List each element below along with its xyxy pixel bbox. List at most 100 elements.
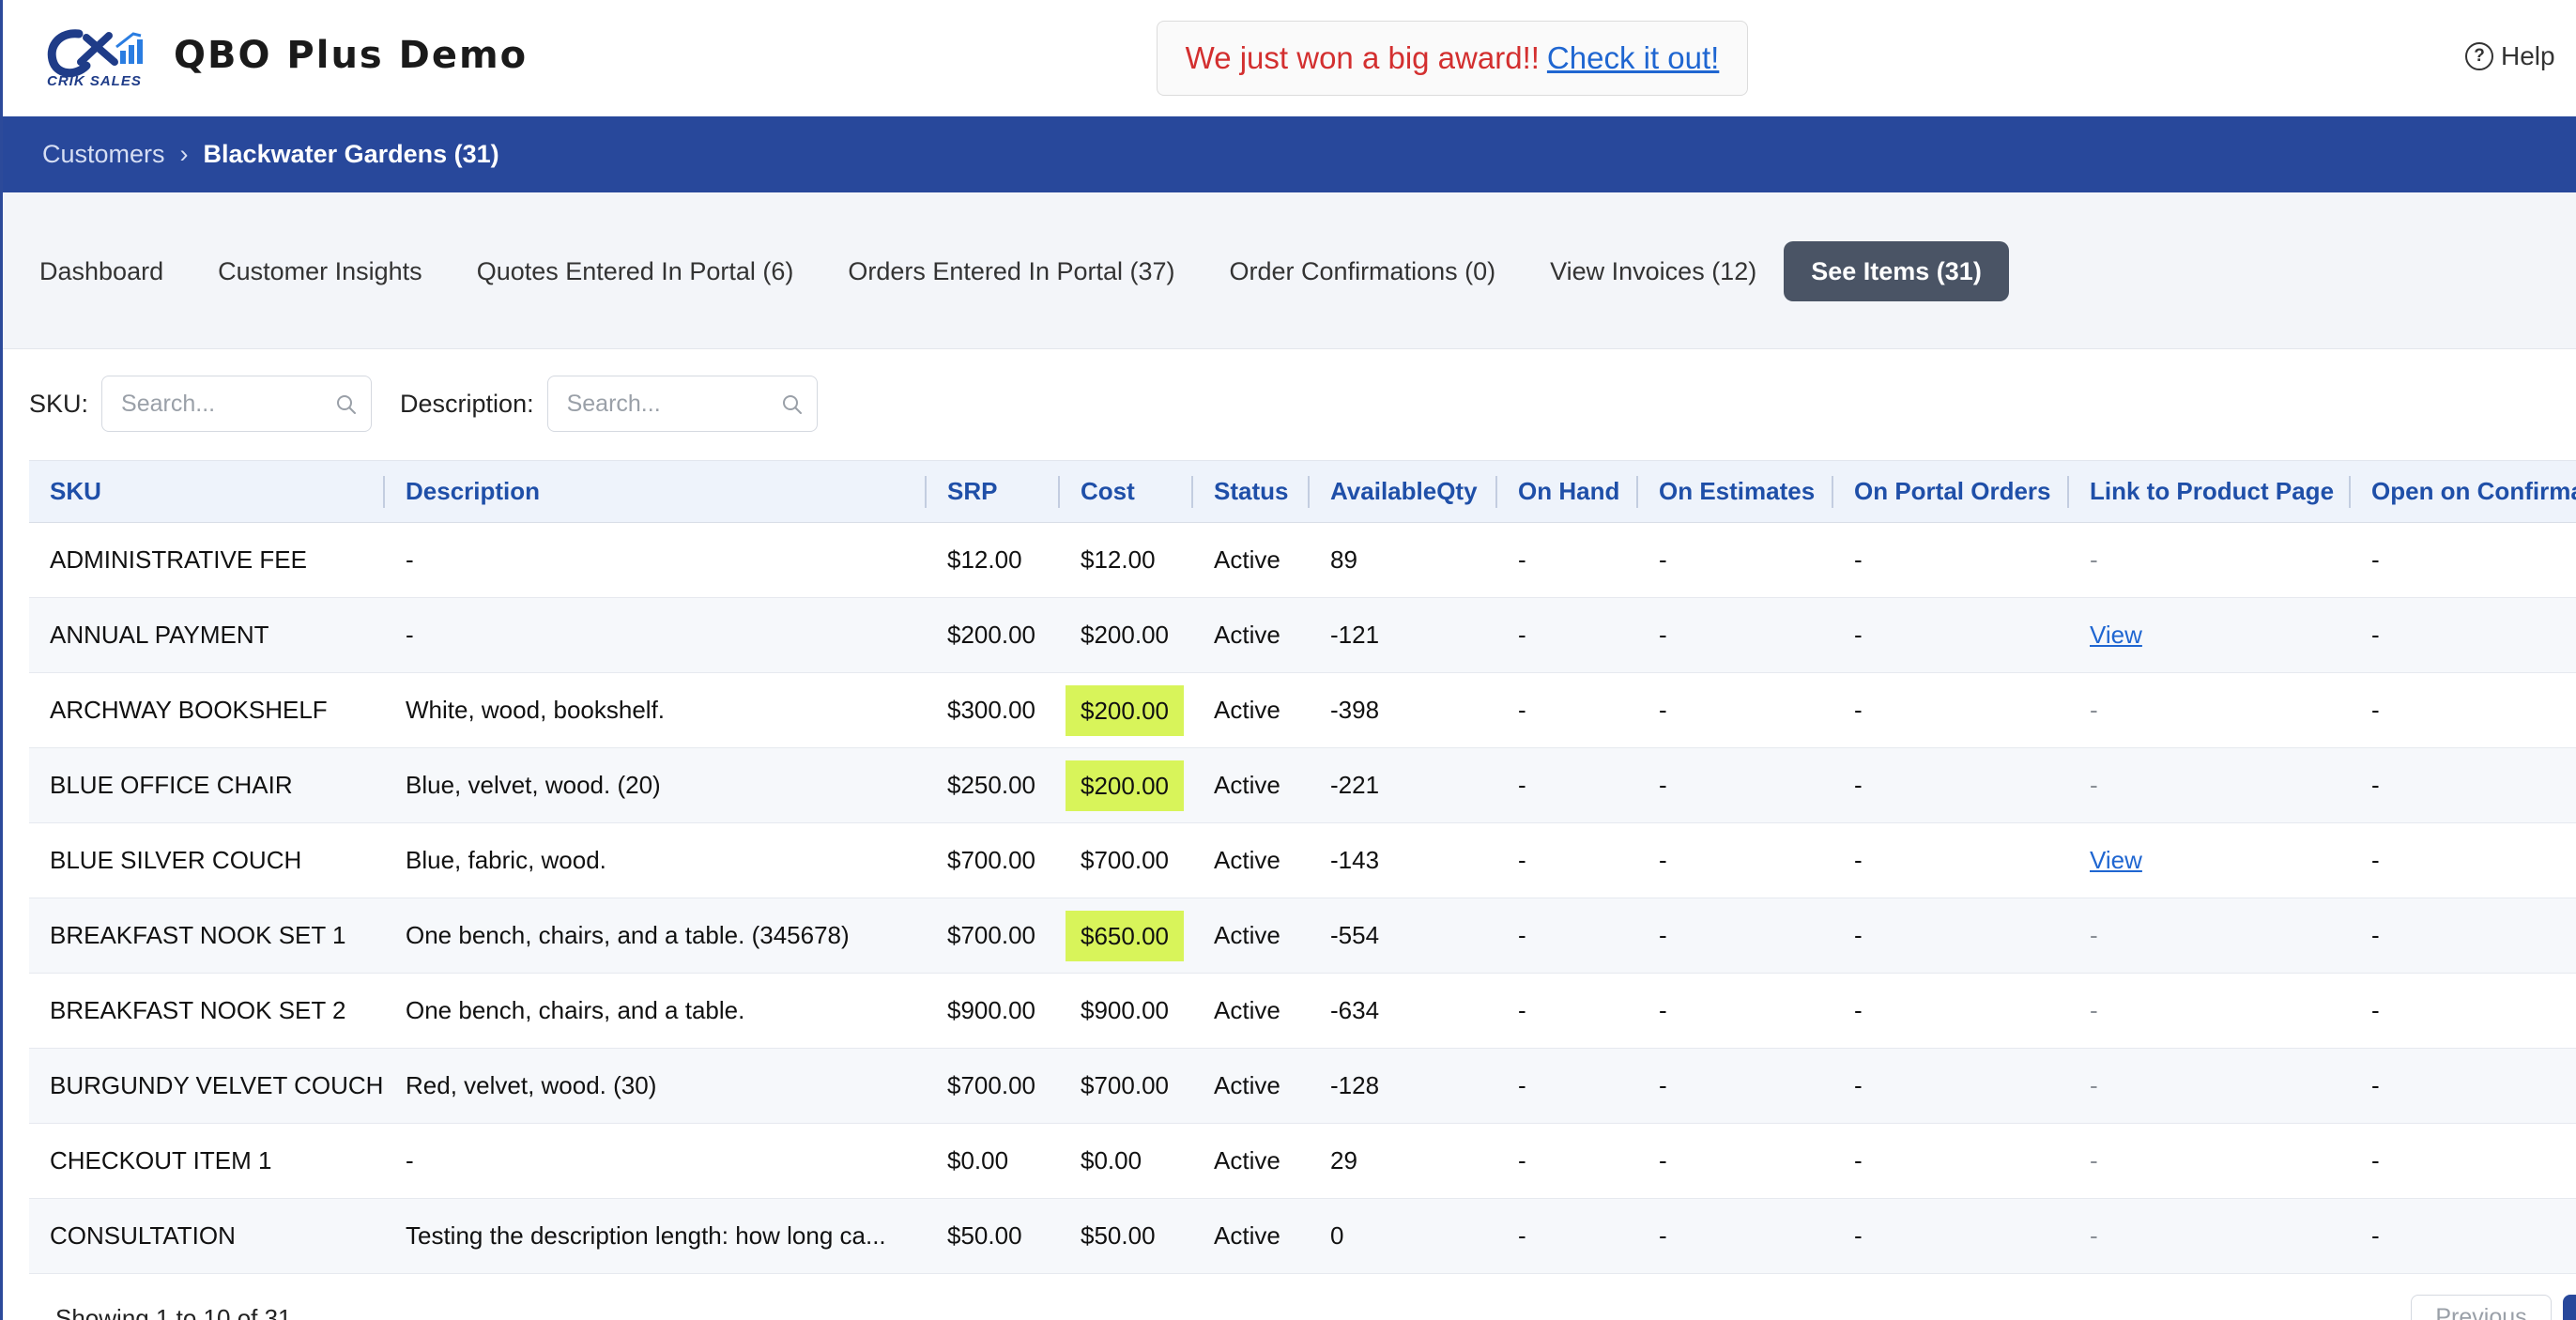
cell-description: - <box>406 1146 414 1174</box>
column-header-description[interactable]: Description <box>385 461 927 523</box>
top-header: CRIK SALES QBO Plus Demo We just won a b… <box>0 0 2576 116</box>
tab-see-items[interactable]: See Items (31) <box>1784 241 2009 301</box>
sku-search-input[interactable] <box>102 376 372 431</box>
cell-description: - <box>406 545 414 574</box>
cell-open-conf: - <box>2371 1146 2380 1174</box>
items-table: SKU Description SRP Cost Status AvailableQty O… <box>29 460 2576 1274</box>
cell-srp: $700.00 <box>947 1071 1035 1099</box>
cell-available: -634 <box>1330 996 1380 1024</box>
cell-cost: $200.00 <box>1060 748 1193 823</box>
page-1-button[interactable] <box>2563 1295 2576 1320</box>
cell-on-estimates: - <box>1659 1071 1667 1099</box>
table-row[interactable]: ARCHWAY BOOKSHELF White, wood, bookshelf.… <box>29 673 2576 748</box>
cell-on-portal: - <box>1854 545 1863 574</box>
product-page-empty: - <box>2090 1071 2098 1099</box>
cell-on-portal: - <box>1854 1221 1863 1250</box>
cell-status: Active <box>1214 1146 1280 1174</box>
column-header-on-hand[interactable]: On Hand <box>1497 461 1638 523</box>
table-row[interactable]: BLUE SILVER COUCH Blue, fabric, wood. $700… <box>29 823 2576 898</box>
product-page-empty: - <box>2090 921 2098 949</box>
app-title: QBO Plus Demo <box>174 34 529 77</box>
cell-status: Active <box>1214 1221 1280 1250</box>
cell-sku: BLUE SILVER COUCH <box>50 846 302 874</box>
cell-on-estimates: - <box>1659 621 1667 649</box>
cell-on-estimates: - <box>1659 1146 1667 1174</box>
column-header-status[interactable]: Status <box>1193 461 1310 523</box>
cell-sku: CONSULTATION <box>50 1221 236 1250</box>
cell-description: One bench, chairs, and a table. <box>406 996 745 1024</box>
cell-status: Active <box>1214 996 1280 1024</box>
highlighted-cost: $200.00 <box>1066 760 1184 811</box>
cell-description: One bench, chairs, and a table. (345678) <box>406 921 850 949</box>
previous-page-button[interactable]: Previous <box>2411 1295 2552 1320</box>
cell-cost: $50.00 <box>1081 1221 1156 1250</box>
table-row[interactable]: CONSULTATION Testing the description leng… <box>29 1198 2576 1274</box>
cell-link: - <box>2069 974 2351 1049</box>
tab-quotes-entered-in-portal[interactable]: Quotes Entered In Portal (6) <box>476 257 794 285</box>
cell-status: Active <box>1214 921 1280 949</box>
tab-orders-entered-in-portal[interactable]: Orders Entered In Portal (37) <box>848 257 1175 285</box>
cell-available: -121 <box>1330 621 1380 649</box>
cell-cost: $12.00 <box>1081 545 1156 574</box>
column-header-srp[interactable]: SRP <box>927 461 1060 523</box>
cell-sku: BLUE OFFICE CHAIR <box>50 771 293 799</box>
cell-on-hand: - <box>1518 621 1526 649</box>
cell-available: -221 <box>1330 771 1380 799</box>
column-header-open-on-confirma[interactable]: Open on Confirma <box>2371 477 2576 505</box>
cell-status: Active <box>1214 621 1280 649</box>
cell-available: -143 <box>1330 846 1380 874</box>
cell-srp: $0.00 <box>947 1146 1009 1174</box>
cell-open-conf: - <box>2371 621 2380 649</box>
cell-on-hand: - <box>1518 921 1526 949</box>
award-text: We just won a big award!! <box>1185 40 1540 75</box>
cell-srp: $700.00 <box>947 846 1035 874</box>
cell-sku: BREAKFAST NOOK SET 2 <box>50 996 346 1024</box>
table-row[interactable]: BREAKFAST NOOK SET 1 One bench, chairs, a… <box>29 898 2576 974</box>
crik-sales-logo <box>47 29 143 78</box>
cell-open-conf: - <box>2371 771 2380 799</box>
window-left-edge <box>0 0 3 1320</box>
cell-link: - <box>2069 1199 2351 1274</box>
tab-customer-insights[interactable]: Customer Insights <box>218 257 422 285</box>
column-header-sku[interactable]: SKU <box>29 461 385 523</box>
product-page-view-link[interactable]: View <box>2090 621 2142 649</box>
column-header-availableqty[interactable]: AvailableQty <box>1310 461 1497 523</box>
table-row[interactable]: ANNUAL PAYMENT - $200.00 $200.00 Active -121 -… <box>29 597 2576 673</box>
product-page-empty: - <box>2090 1146 2098 1174</box>
table-row[interactable]: BREAKFAST NOOK SET 2 One bench, chairs, a… <box>29 974 2576 1049</box>
cell-on-portal: - <box>1854 996 1863 1024</box>
tab-order-confirmations[interactable]: Order Confirmations (0) <box>1229 257 1496 285</box>
filter-row: SKU: Description: <box>29 376 846 432</box>
column-header-on-estimates[interactable]: On Estimates <box>1638 461 1833 523</box>
breadcrumb-separator: › <box>179 140 189 168</box>
tab-view-invoices[interactable]: View Invoices (12) <box>1550 257 1757 285</box>
table-row[interactable]: BLUE OFFICE CHAIR Blue, velvet, wood. (20… <box>29 747 2576 823</box>
table-row[interactable]: BURGUNDY VELVET COUCH Red, velvet, wood. … <box>29 1048 2576 1124</box>
highlighted-cost: $650.00 <box>1066 910 1184 961</box>
column-header-on-portal-orders[interactable]: On Portal Orders <box>1833 461 2069 523</box>
award-link[interactable]: Check it out! <box>1546 40 1720 75</box>
cell-on-hand: - <box>1518 1071 1526 1099</box>
tab-dashboard[interactable]: Dashboard <box>39 257 164 285</box>
table-row[interactable]: CHECKOUT ITEM 1 - $0.00 $0.00 Active 29 - - - - - <box>29 1124 2576 1199</box>
cell-open-conf: - <box>2371 545 2380 574</box>
cell-on-portal: - <box>1854 1071 1863 1099</box>
cell-description: Blue, velvet, wood. (20) <box>406 771 661 799</box>
cell-on-portal: - <box>1854 846 1863 874</box>
cell-sku: ADMINISTRATIVE FEE <box>50 545 307 574</box>
cell-on-portal: - <box>1854 621 1863 649</box>
search-icon <box>337 395 357 414</box>
product-page-view-link[interactable]: View <box>2090 846 2142 874</box>
cell-description: Red, velvet, wood. (30) <box>406 1071 657 1099</box>
description-search-input[interactable] <box>547 376 817 431</box>
cell-status: Active <box>1214 771 1280 799</box>
help-button[interactable]: ? Help <box>2465 41 2555 71</box>
breadcrumb-customers-link[interactable]: Customers <box>42 140 165 168</box>
cell-open-conf: - <box>2371 846 2380 874</box>
cell-cost: $200.00 <box>1060 673 1193 748</box>
cell-open-conf: - <box>2371 1071 2380 1099</box>
column-header-cost[interactable]: Cost <box>1060 461 1193 523</box>
column-header-link-to-product-page[interactable]: Link to Product Page <box>2069 461 2351 523</box>
table-row[interactable]: ADMINISTRATIVE FEE - $12.00 $12.00 Active 89 -… <box>29 523 2576 598</box>
product-page-empty: - <box>2090 696 2098 724</box>
